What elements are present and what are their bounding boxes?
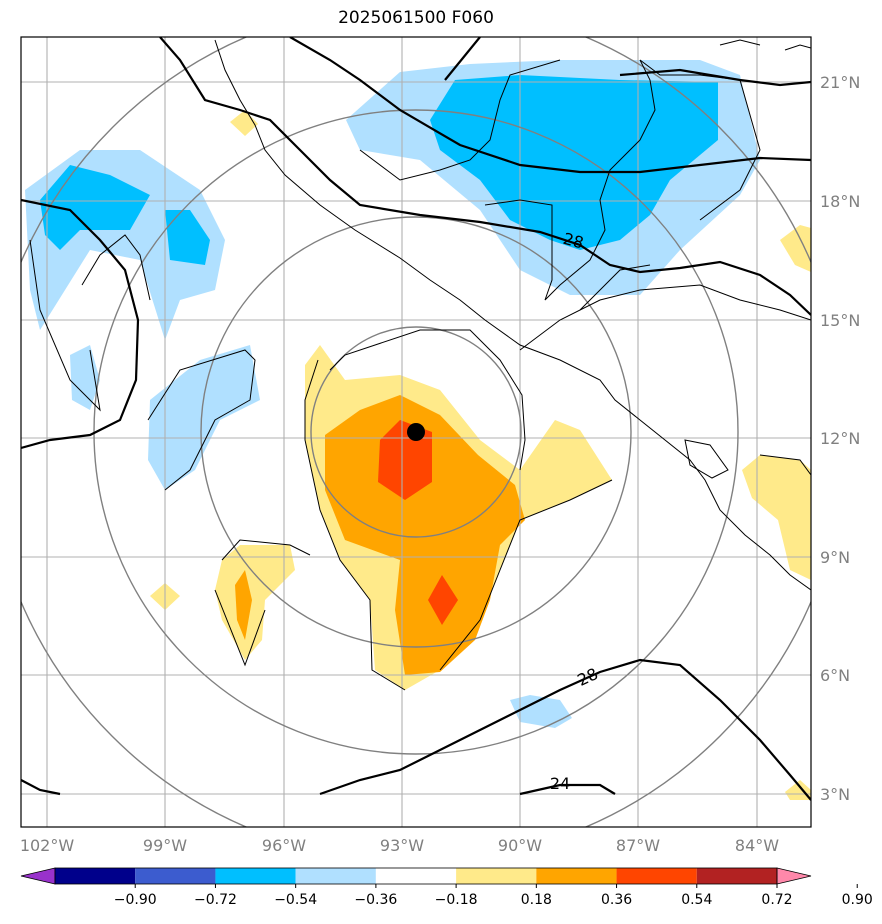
lat-label: 9°N <box>820 548 850 567</box>
colorbar-tick-label: 0.54 <box>681 892 712 908</box>
colorbar-segment <box>456 868 537 884</box>
map-title: 2025061500 F060 <box>338 8 494 28</box>
positive-anomaly-orange <box>235 395 525 675</box>
colorbar-segment <box>135 868 216 884</box>
storm-center-marker <box>407 423 425 441</box>
colorbar-extension-high <box>776 867 812 885</box>
colorbar-tick-label: −0.54 <box>274 892 317 908</box>
lon-label: 87°W <box>616 836 660 855</box>
lat-label: 12°N <box>820 429 860 448</box>
lat-label: 18°N <box>820 192 860 211</box>
colorbar-extension-low <box>20 867 56 885</box>
colorbar-segment <box>215 868 296 884</box>
contour-label: 24 <box>550 774 570 793</box>
lon-label: 93°W <box>380 836 424 855</box>
lon-label: 90°W <box>498 836 542 855</box>
colorbar-segment <box>616 868 697 884</box>
colorbar-tick-label: 0.36 <box>601 892 632 908</box>
lon-label: 84°W <box>735 836 779 855</box>
lat-label: 6°N <box>820 666 850 685</box>
map-frame <box>20 36 812 828</box>
contour-label: 28 <box>561 229 586 253</box>
colorbar-tick-label: −0.90 <box>114 892 157 908</box>
colorbar-outline <box>54 867 778 885</box>
lat-label: 3°N <box>820 785 850 804</box>
colorbar-tick-label: −0.36 <box>354 892 397 908</box>
longitude-labels: 102°W 99°W 96°W 93°W 90°W 87°W 84°W <box>20 836 779 855</box>
lat-label: 21°N <box>820 73 860 92</box>
colorbar-tick-label: 0.18 <box>521 892 552 908</box>
colorbar-tick-label: −0.18 <box>435 892 478 908</box>
colorbar-segment <box>55 868 136 884</box>
latitude-labels: 21°N 18°N 15°N 12°N 9°N 6°N 3°N <box>820 73 860 804</box>
colorbar: −0.90 −0.72 −0.54 −0.36 −0.18 0.18 0.36 0.54 0.7… <box>20 867 873 908</box>
colorbar-segment <box>375 868 457 884</box>
lon-label: 99°W <box>143 836 187 855</box>
contour-label: 28 <box>574 664 600 690</box>
colorbar-tick-label: 0.72 <box>761 892 792 908</box>
lon-label: 102°W <box>20 836 75 855</box>
colorbar-segment <box>696 868 777 884</box>
colorbar-segment <box>295 868 376 884</box>
lat-label: 15°N <box>820 311 860 330</box>
isotherm-contours <box>21 37 811 801</box>
colorbar-segment <box>536 868 617 884</box>
colorbar-tick-label: −0.72 <box>194 892 237 908</box>
lon-label: 96°W <box>262 836 306 855</box>
coastlines <box>29 39 811 691</box>
colorbar-tick-label: 0.90 <box>842 892 873 908</box>
map-area <box>21 37 811 827</box>
